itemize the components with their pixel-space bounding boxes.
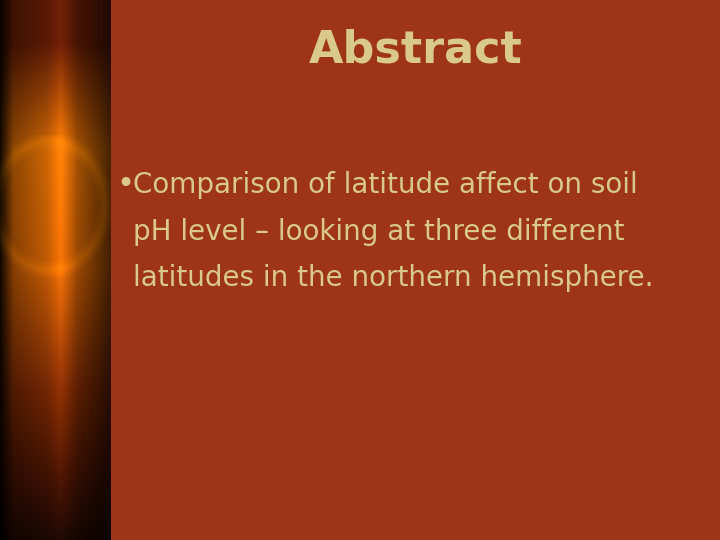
Text: pH level – looking at three different: pH level – looking at three different: [133, 218, 624, 246]
Text: Comparison of latitude affect on soil: Comparison of latitude affect on soil: [133, 171, 638, 199]
Text: •: •: [116, 171, 134, 199]
Text: latitudes in the northern hemisphere.: latitudes in the northern hemisphere.: [133, 264, 654, 292]
Text: Abstract: Abstract: [309, 29, 523, 71]
